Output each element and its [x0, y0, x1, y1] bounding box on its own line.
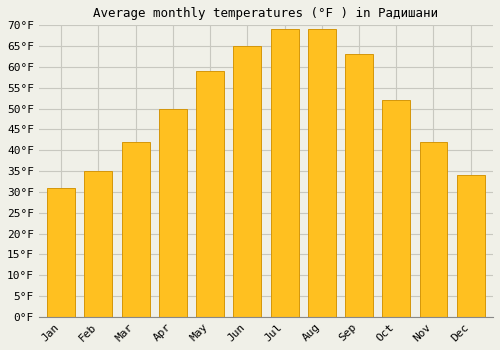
Title: Average monthly temperatures (°F ) in Радишани: Average monthly temperatures (°F ) in Ра…	[94, 7, 438, 20]
Bar	[47, 188, 75, 317]
Bar	[420, 142, 448, 317]
Bar	[270, 29, 298, 317]
Bar	[196, 71, 224, 317]
Bar	[457, 175, 484, 317]
Bar	[345, 55, 373, 317]
Bar	[308, 29, 336, 317]
Bar	[382, 100, 410, 317]
Bar	[84, 171, 112, 317]
Bar	[159, 108, 187, 317]
Bar	[234, 46, 262, 317]
Bar	[122, 142, 150, 317]
